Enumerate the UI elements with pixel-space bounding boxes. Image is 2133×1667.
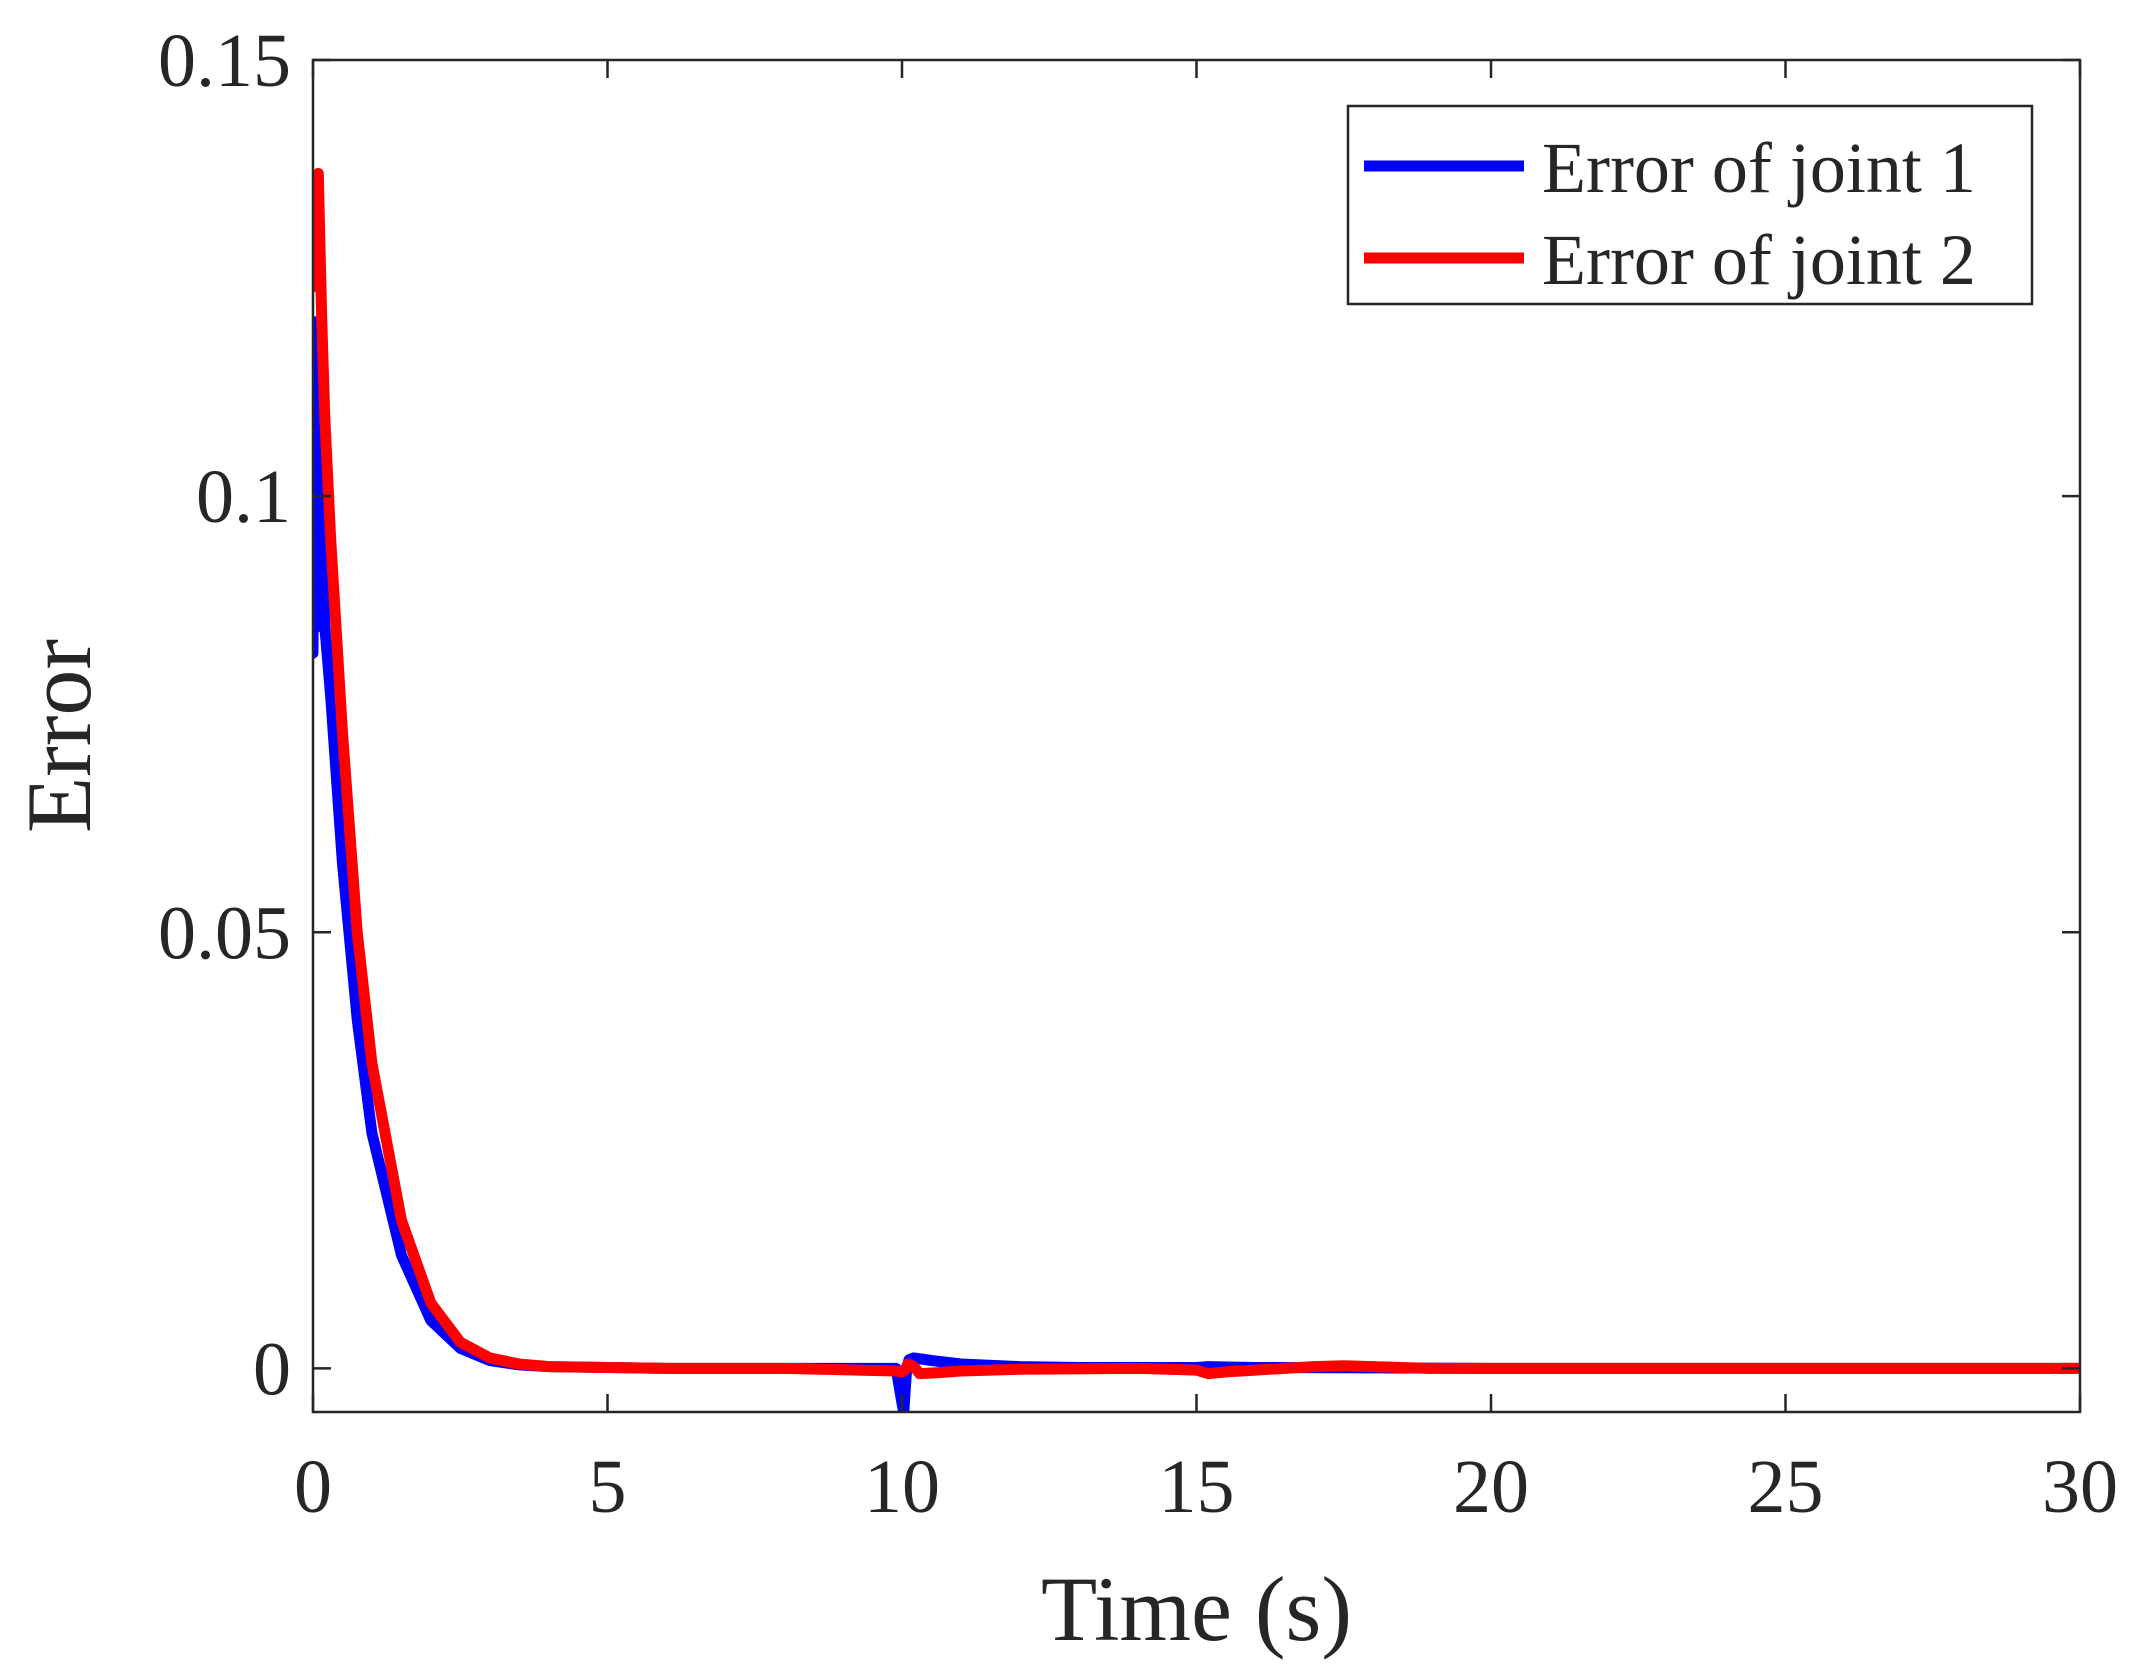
y-tick-label: 0.15 <box>158 19 291 103</box>
x-tick-label: 5 <box>589 1445 627 1529</box>
x-tick-label: 30 <box>2042 1445 2118 1529</box>
y-tick-label: 0.05 <box>158 891 291 975</box>
series-layer <box>313 167 2080 1412</box>
x-tick-label: 15 <box>1159 1445 1235 1529</box>
x-tick-label: 20 <box>1453 1445 1529 1529</box>
x-axis-label: Time (s) <box>1041 1558 1352 1660</box>
legend-label-joint-1: Error of joint 1 <box>1542 128 1976 208</box>
y-axis: 0 0.05 0.1 0.15 <box>158 19 2080 1411</box>
x-tick-label: 10 <box>864 1445 940 1529</box>
series-line-joint-2 <box>313 167 2080 1380</box>
x-axis: 0 5 10 15 20 25 30 <box>294 60 2118 1529</box>
legend-box <box>1346 104 2034 306</box>
x-tick-label: 25 <box>1748 1445 1824 1529</box>
y-tick-label: 0 <box>253 1327 291 1411</box>
y-tick-label: 0.1 <box>196 455 291 539</box>
x-tick-label: 0 <box>294 1445 332 1529</box>
y-axis-label: Error <box>8 639 110 833</box>
legend-label-joint-2: Error of joint 2 <box>1542 220 1976 300</box>
legend: Error of joint 1 Error of joint 2 <box>1346 104 2034 306</box>
